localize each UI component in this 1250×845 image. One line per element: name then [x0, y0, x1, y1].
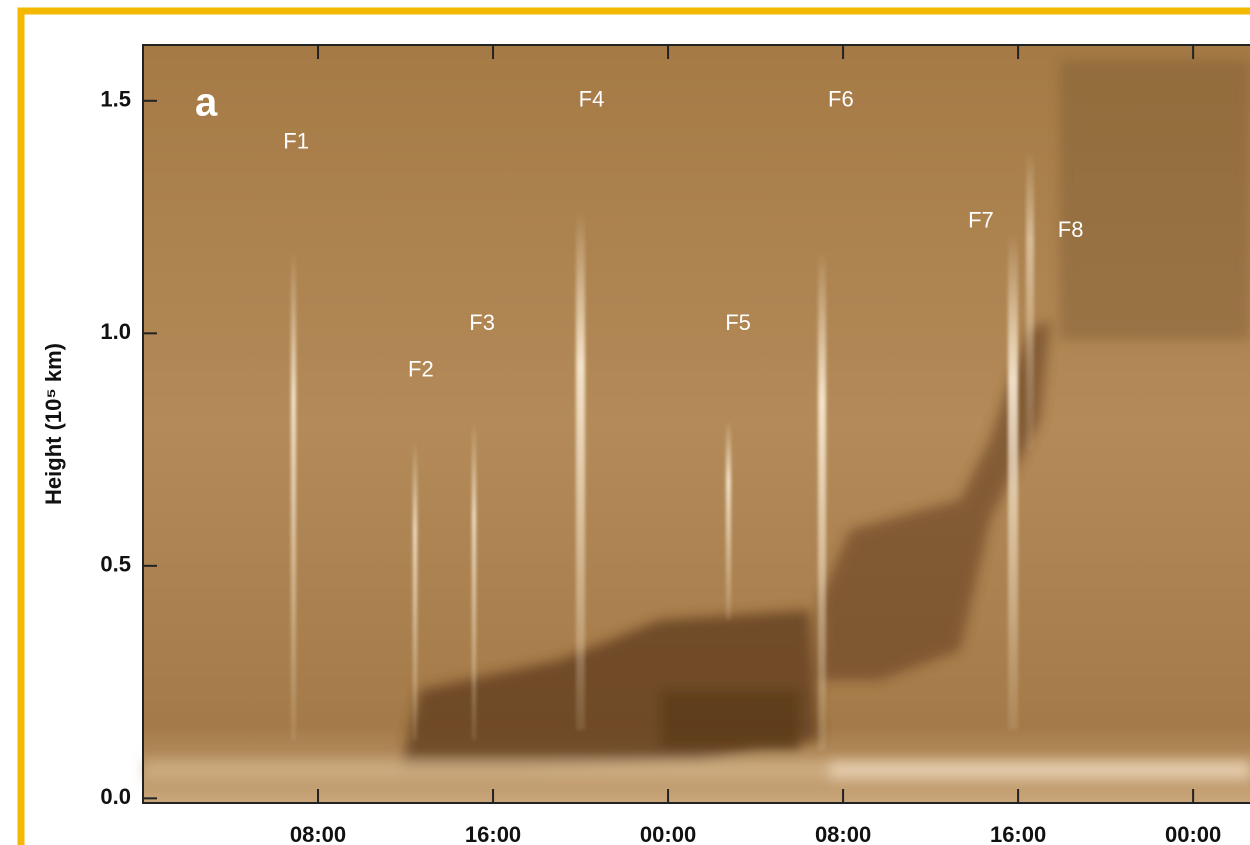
image [143, 45, 1250, 803]
x-tick-label: 00:00 [640, 822, 696, 845]
y-tick-label: 1.5 [100, 87, 131, 112]
x-tick-label: 08:00 [290, 822, 346, 845]
figure: a Height (10⁵ km) 0.0 0.5 1.0 1.5 08:00 16:00… [0, 0, 1250, 845]
y-tick-label: 0.5 [100, 552, 131, 577]
feature-label: F1 [283, 128, 309, 153]
feature-label: F6 [828, 87, 854, 112]
feature-label: F8 [1058, 217, 1084, 242]
feature-label: F2 [408, 356, 434, 381]
x-tick-label: 00:00 [1165, 822, 1221, 845]
feature-label: F7 [968, 208, 994, 233]
feature-label: F3 [469, 310, 495, 335]
y-axis-label: Height (10⁵ km) [41, 343, 66, 505]
x-tick-label: 16:00 [465, 822, 521, 845]
y-tick-label: 1.0 [100, 319, 131, 344]
feature-label: F4 [579, 87, 605, 112]
feature-label: F5 [725, 310, 751, 335]
x-tick-label: 08:00 [815, 822, 871, 845]
x-tick-label: 16:00 [990, 822, 1046, 845]
page: {"chart_data": {"type": "timeslice", "pa… [0, 0, 1250, 845]
y-tick-label: 0.0 [100, 784, 131, 809]
panel-label: a [195, 81, 218, 125]
